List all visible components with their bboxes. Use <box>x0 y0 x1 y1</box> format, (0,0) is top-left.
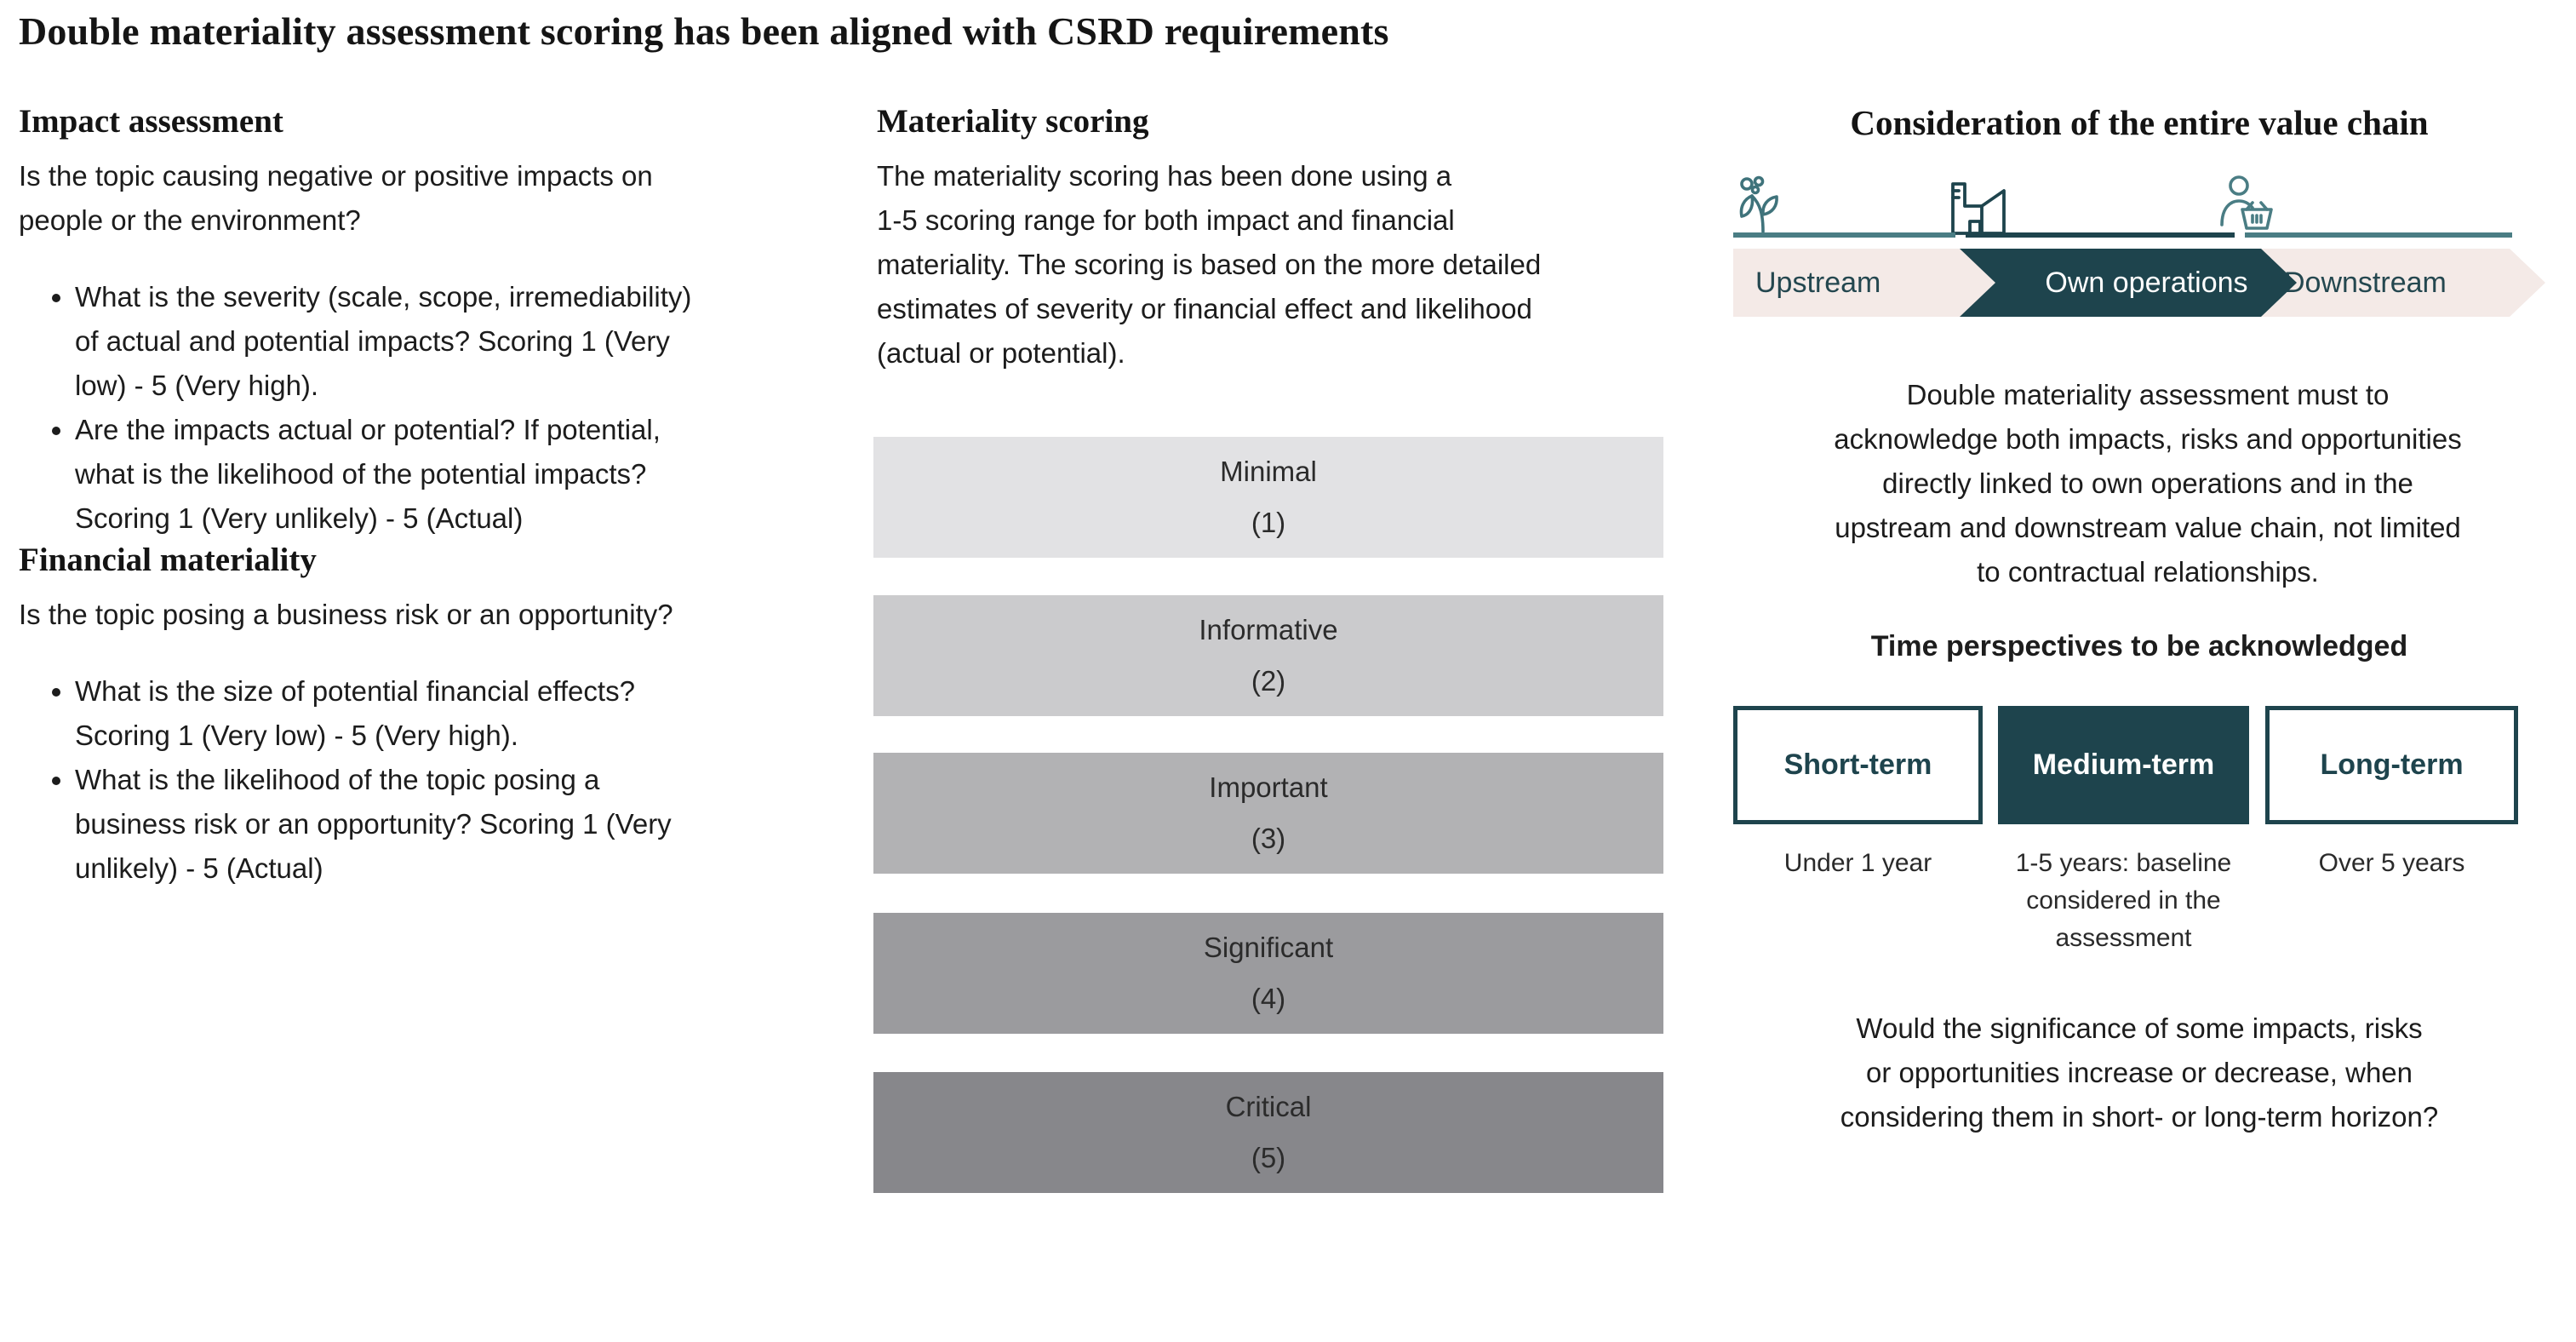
time-box-medium-term: Medium-term <box>1998 706 2249 824</box>
financial-materiality-intro: Is the topic posing a business risk or a… <box>19 598 673 630</box>
own-operations-line <box>1966 232 2235 238</box>
time-perspectives-heading: Time perspectives to be acknowledged <box>1870 630 2408 662</box>
impact-assessment-heading: Impact assessment <box>19 103 283 140</box>
time-box-label: Short-term <box>1783 748 1932 781</box>
scale-box-important: Important (3) <box>873 753 1663 874</box>
impact-bullet: What is the severity (scale, scope, irre… <box>75 275 810 408</box>
chevron-upstream: Upstream <box>1733 249 1995 317</box>
scale-label: Significant <box>1203 932 1334 963</box>
value-chain-heading: Consideration of the entire value chain <box>1850 103 2429 142</box>
impact-bullet: Are the impacts actual or potential? If … <box>75 408 810 541</box>
time-box-label: Long-term <box>2320 748 2464 781</box>
value-chain-column: Consideration of the entire value chain <box>1733 102 2545 1277</box>
financial-bullet: What is the size of potential financial … <box>75 669 810 758</box>
page-title: Double materiality assessment scoring ha… <box>19 9 1389 53</box>
impact-financial-column: Impact assessment Is the topic causing n… <box>19 102 810 891</box>
plant-icon <box>1735 175 1791 235</box>
scale-score: (2) <box>1251 665 1286 697</box>
consumer-basket-icon <box>2218 175 2275 235</box>
downstream-line <box>2245 232 2512 238</box>
upstream-line <box>1733 232 1955 238</box>
scale-score: (5) <box>1251 1142 1286 1173</box>
time-sub-short-term: Under 1 year <box>1783 849 1932 877</box>
scale-box-critical: Critical (5) <box>873 1072 1663 1193</box>
scale-box-significant: Significant (4) <box>873 913 1663 1034</box>
scale-box-minimal: Minimal (1) <box>873 437 1663 558</box>
financial-bullet: What is the likelihood of the topic posi… <box>75 758 810 891</box>
chevron-label: Upstream <box>1755 266 1881 299</box>
chevron-label: Downstream <box>2284 266 2447 299</box>
time-box-short-term: Short-term <box>1733 706 1983 824</box>
scale-box-informative: Informative (2) <box>873 595 1663 716</box>
impact-bullet-list: What is the severity (scale, scope, irre… <box>19 275 810 541</box>
materiality-scoring-column: Materiality scoring The materiality scor… <box>873 102 1694 1193</box>
time-box-long-term: Long-term <box>2265 706 2518 824</box>
financial-bullet-list: What is the size of potential financial … <box>19 669 810 891</box>
time-box-label: Medium-term <box>2032 748 2215 781</box>
materiality-scoring-heading: Materiality scoring <box>877 103 1149 140</box>
scale-score: (4) <box>1251 983 1286 1014</box>
impact-assessment-intro: Is the topic causing negative or positiv… <box>19 159 653 236</box>
value-chain-paragraph: Double materiality assessment must to ac… <box>1834 379 2462 588</box>
scale-label: Important <box>1209 771 1328 803</box>
closing-question: Would the significance of some impacts, … <box>1840 1012 2439 1133</box>
materiality-scoring-intro: The materiality scoring has been done us… <box>877 159 1542 369</box>
time-sub-long-term: Over 5 years <box>2318 849 2465 877</box>
time-sub-medium-term: 1-5 years: baseline considered in the as… <box>2015 849 2232 952</box>
financial-materiality-heading: Financial materiality <box>19 541 317 578</box>
scale-score: (1) <box>1251 507 1286 538</box>
chevron-label: Own operations <box>2045 266 2248 299</box>
scale-score: (3) <box>1251 823 1286 854</box>
scale-label: Informative <box>1199 614 1338 645</box>
scale-label: Minimal <box>1220 456 1317 487</box>
factory-icon <box>1948 181 2011 235</box>
chevron-own-operations: Own operations <box>1957 249 2297 317</box>
scale-label: Critical <box>1225 1091 1312 1122</box>
